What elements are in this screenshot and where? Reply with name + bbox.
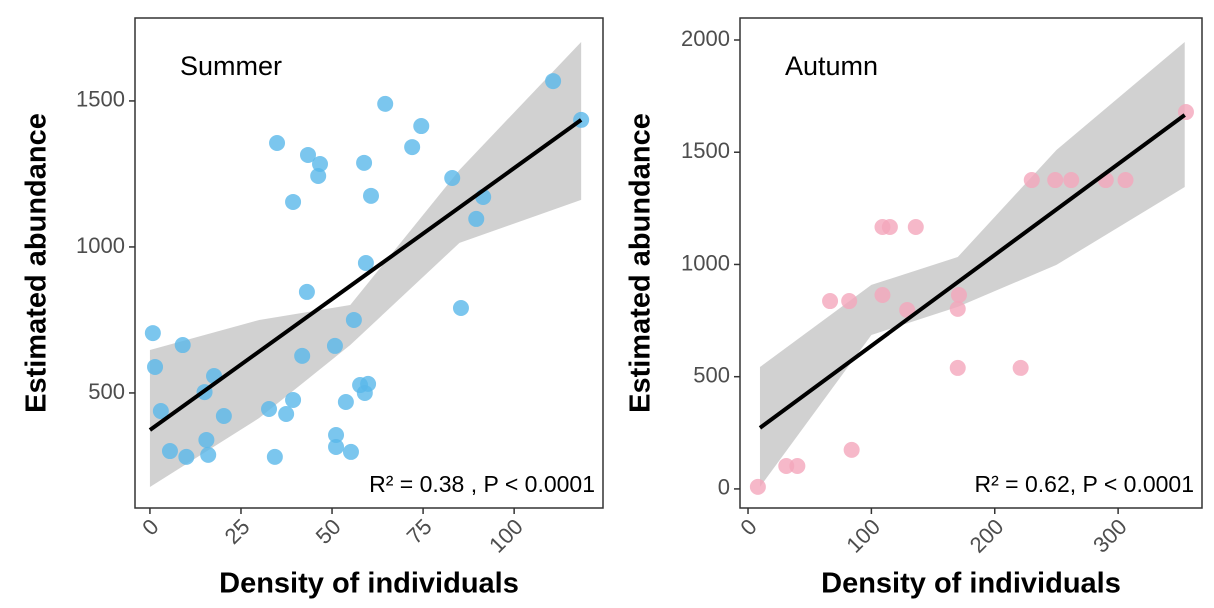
point — [843, 441, 860, 458]
point — [278, 405, 295, 422]
point — [261, 401, 278, 418]
point — [841, 293, 858, 310]
point — [404, 139, 421, 156]
point — [881, 218, 898, 235]
point — [337, 393, 354, 410]
point — [178, 448, 195, 465]
point — [360, 375, 377, 392]
point — [949, 300, 966, 317]
x-tick-label: 25 — [220, 514, 255, 549]
point — [907, 218, 924, 235]
y-axis-label: Estimated abundance — [21, 113, 53, 413]
y-tick-label: 1500 — [76, 87, 125, 112]
y-tick-label: 500 — [88, 379, 125, 404]
point — [357, 255, 374, 271]
point — [198, 431, 215, 448]
point — [949, 359, 966, 376]
point — [444, 170, 461, 187]
y-tick-label: 0 — [718, 475, 730, 500]
y-tick-label: 500 — [693, 363, 730, 388]
point — [789, 458, 806, 475]
point — [545, 73, 562, 90]
point — [285, 391, 302, 408]
point — [363, 187, 380, 204]
annotation: R² = 0.38 , P < 0.0001 — [369, 471, 595, 497]
point — [144, 325, 161, 342]
confidence-band — [759, 42, 1185, 487]
fit-line — [148, 118, 583, 432]
point — [1023, 172, 1040, 189]
point — [285, 193, 302, 210]
x-tick-label: 100 — [484, 514, 528, 558]
x-tick-label: 75 — [402, 514, 437, 549]
point — [413, 118, 430, 135]
annotation: R² = 0.62, P < 0.0001 — [974, 471, 1194, 497]
point — [215, 408, 232, 425]
x-tick-label: 200 — [965, 514, 1009, 558]
point — [874, 286, 891, 303]
y-tick-label: 2000 — [681, 26, 730, 51]
panel-title: Summer — [180, 51, 282, 81]
point — [328, 426, 345, 443]
point — [326, 337, 343, 354]
point — [1117, 172, 1134, 189]
point — [468, 210, 485, 227]
point — [294, 347, 311, 364]
point — [147, 358, 164, 375]
y-tick-label: 1000 — [76, 233, 125, 258]
confidence-band — [149, 41, 582, 487]
point — [161, 443, 178, 460]
x-tick-label: 50 — [311, 514, 346, 549]
x-tick-label: 0 — [137, 514, 163, 540]
y-tick-label: 1500 — [681, 138, 730, 163]
x-tick-label: 300 — [1088, 514, 1132, 558]
point — [1012, 359, 1029, 376]
point — [345, 311, 362, 328]
point — [266, 448, 283, 465]
point — [328, 438, 345, 455]
point — [312, 156, 329, 173]
x-axis-label: Density of individuals — [219, 568, 519, 600]
y-axis-label: Estimated abundance — [625, 113, 657, 413]
point — [269, 134, 286, 151]
x-tick-label: 100 — [841, 514, 885, 558]
point — [174, 337, 191, 354]
y-tick-label: 1000 — [681, 250, 730, 275]
plot-frame — [134, 17, 604, 509]
point — [1047, 172, 1064, 189]
x-axis-label: Density of individuals — [821, 568, 1121, 600]
point — [749, 478, 766, 495]
point — [310, 167, 327, 184]
point — [1063, 172, 1080, 189]
point — [822, 293, 839, 310]
x-tick-label: 0 — [735, 514, 761, 540]
point — [452, 299, 469, 316]
point — [377, 95, 394, 112]
point — [152, 403, 169, 420]
point — [298, 283, 315, 300]
point — [356, 154, 373, 171]
point — [778, 458, 795, 475]
plot-frame — [739, 17, 1203, 509]
point — [299, 146, 316, 163]
panel-title: Autumn — [785, 51, 878, 81]
point — [200, 446, 217, 463]
point — [950, 286, 967, 303]
fit-line — [758, 113, 1186, 430]
point — [342, 443, 359, 460]
